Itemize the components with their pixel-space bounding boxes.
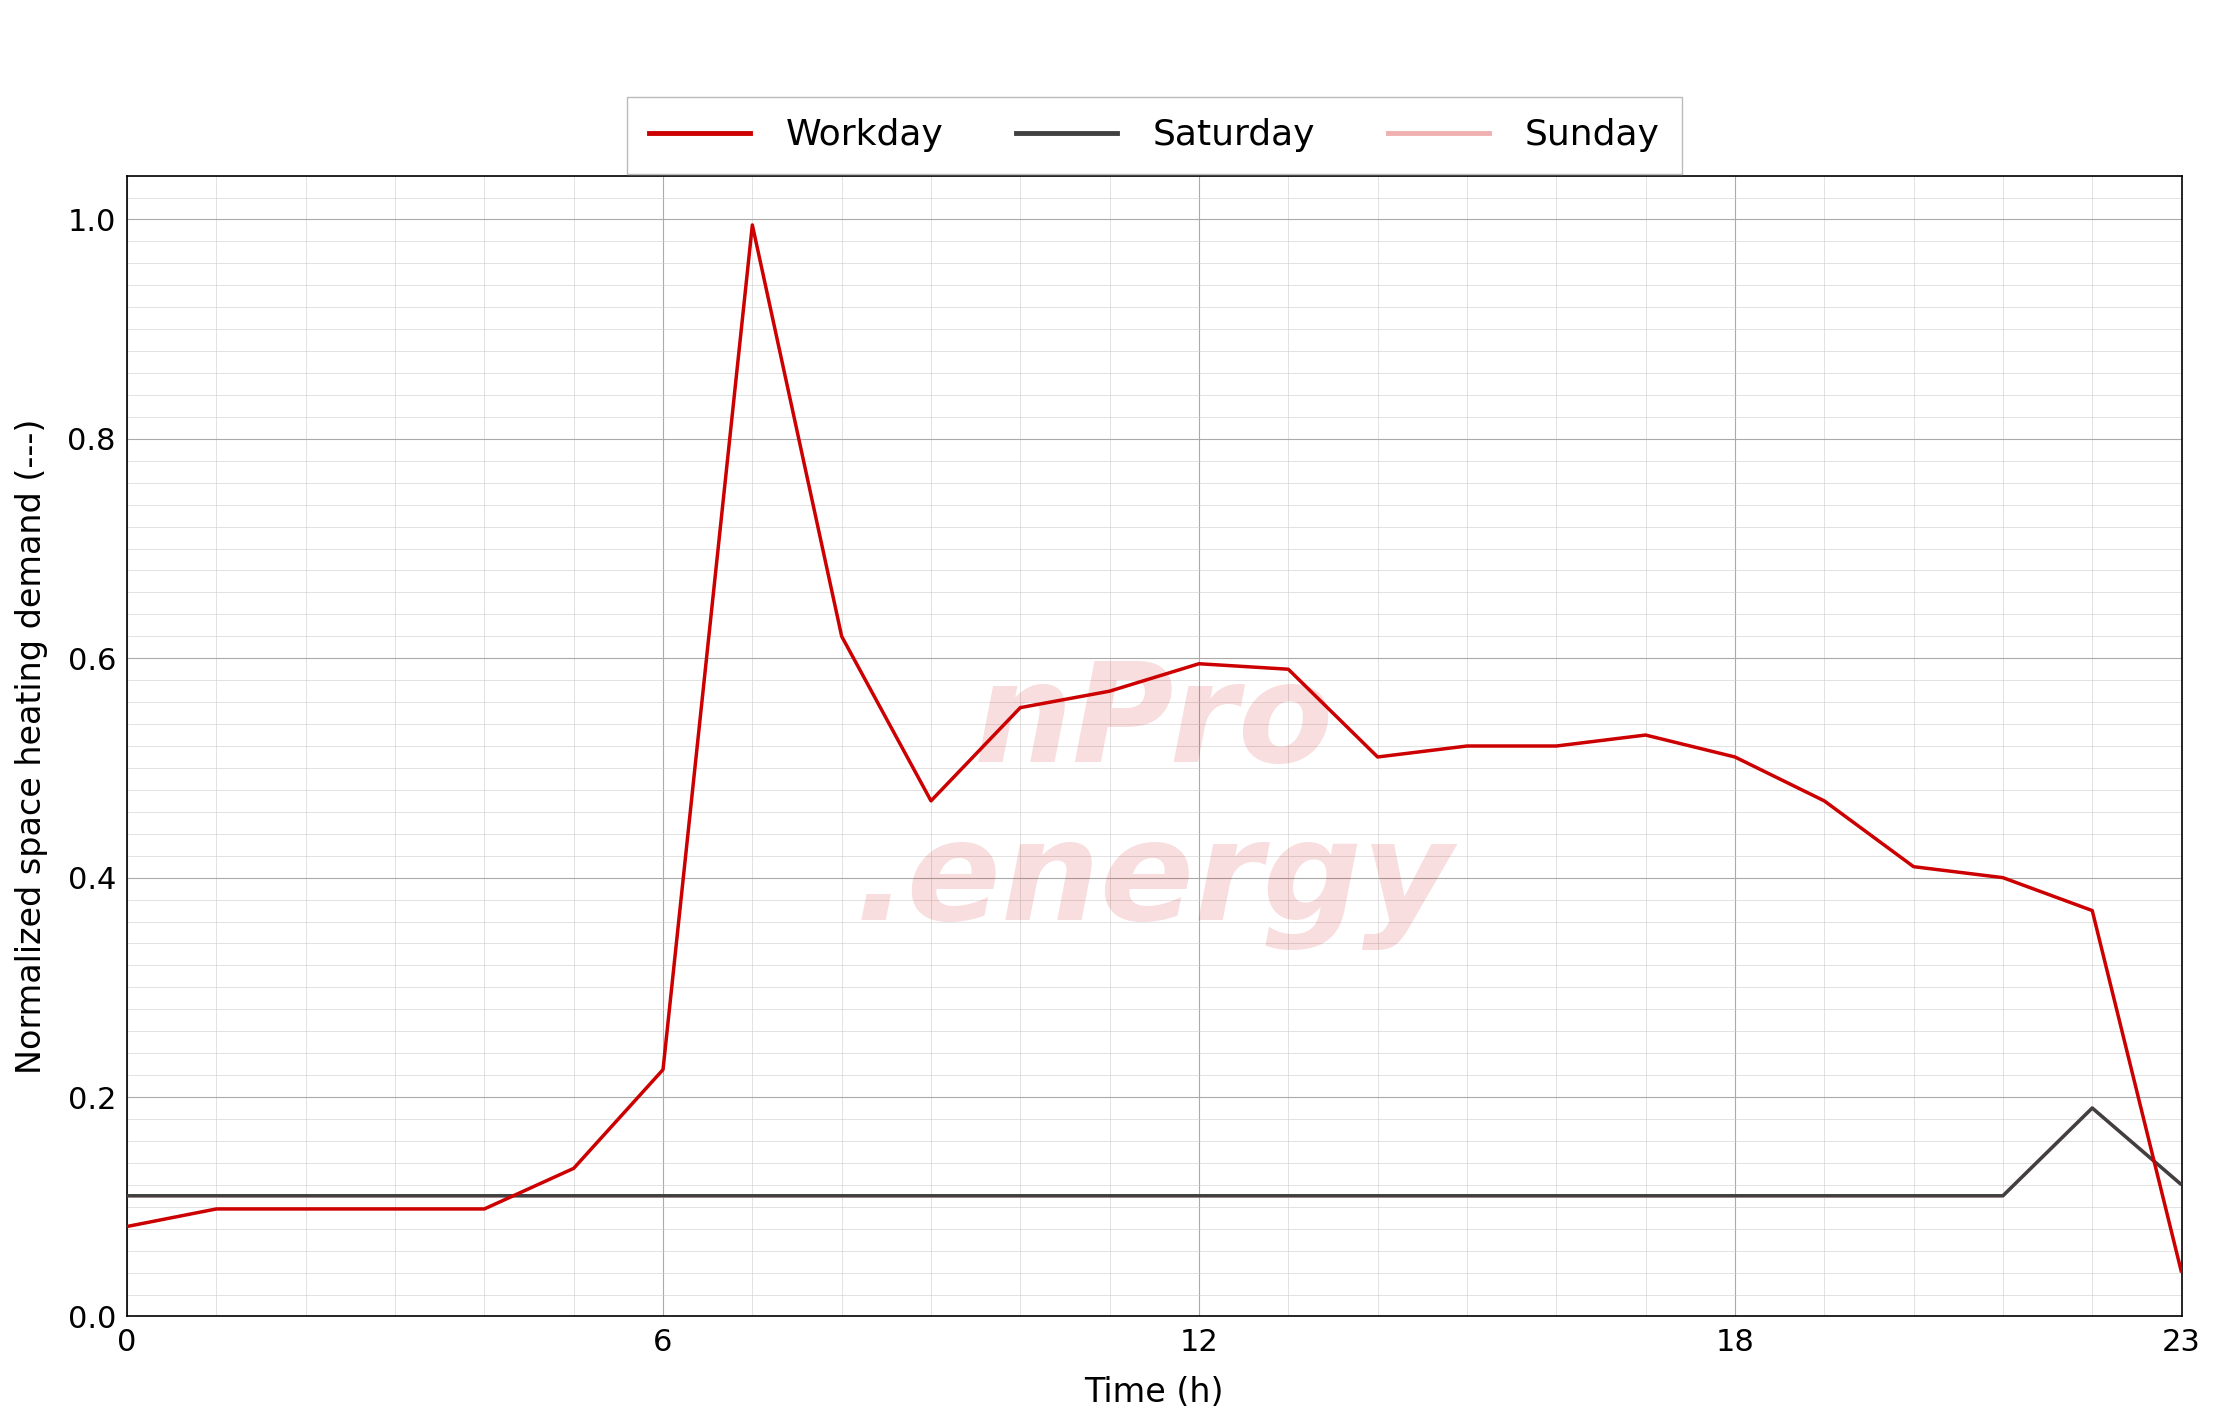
X-axis label: Time (h): Time (h) (1084, 1376, 1223, 1408)
Legend: Workday, Saturday, Sunday: Workday, Saturday, Sunday (627, 97, 1682, 174)
Text: .energy: .energy (855, 816, 1454, 950)
Text: nPro: nPro (975, 655, 1334, 790)
Y-axis label: Normalized space heating demand (---): Normalized space heating demand (---) (16, 419, 49, 1074)
